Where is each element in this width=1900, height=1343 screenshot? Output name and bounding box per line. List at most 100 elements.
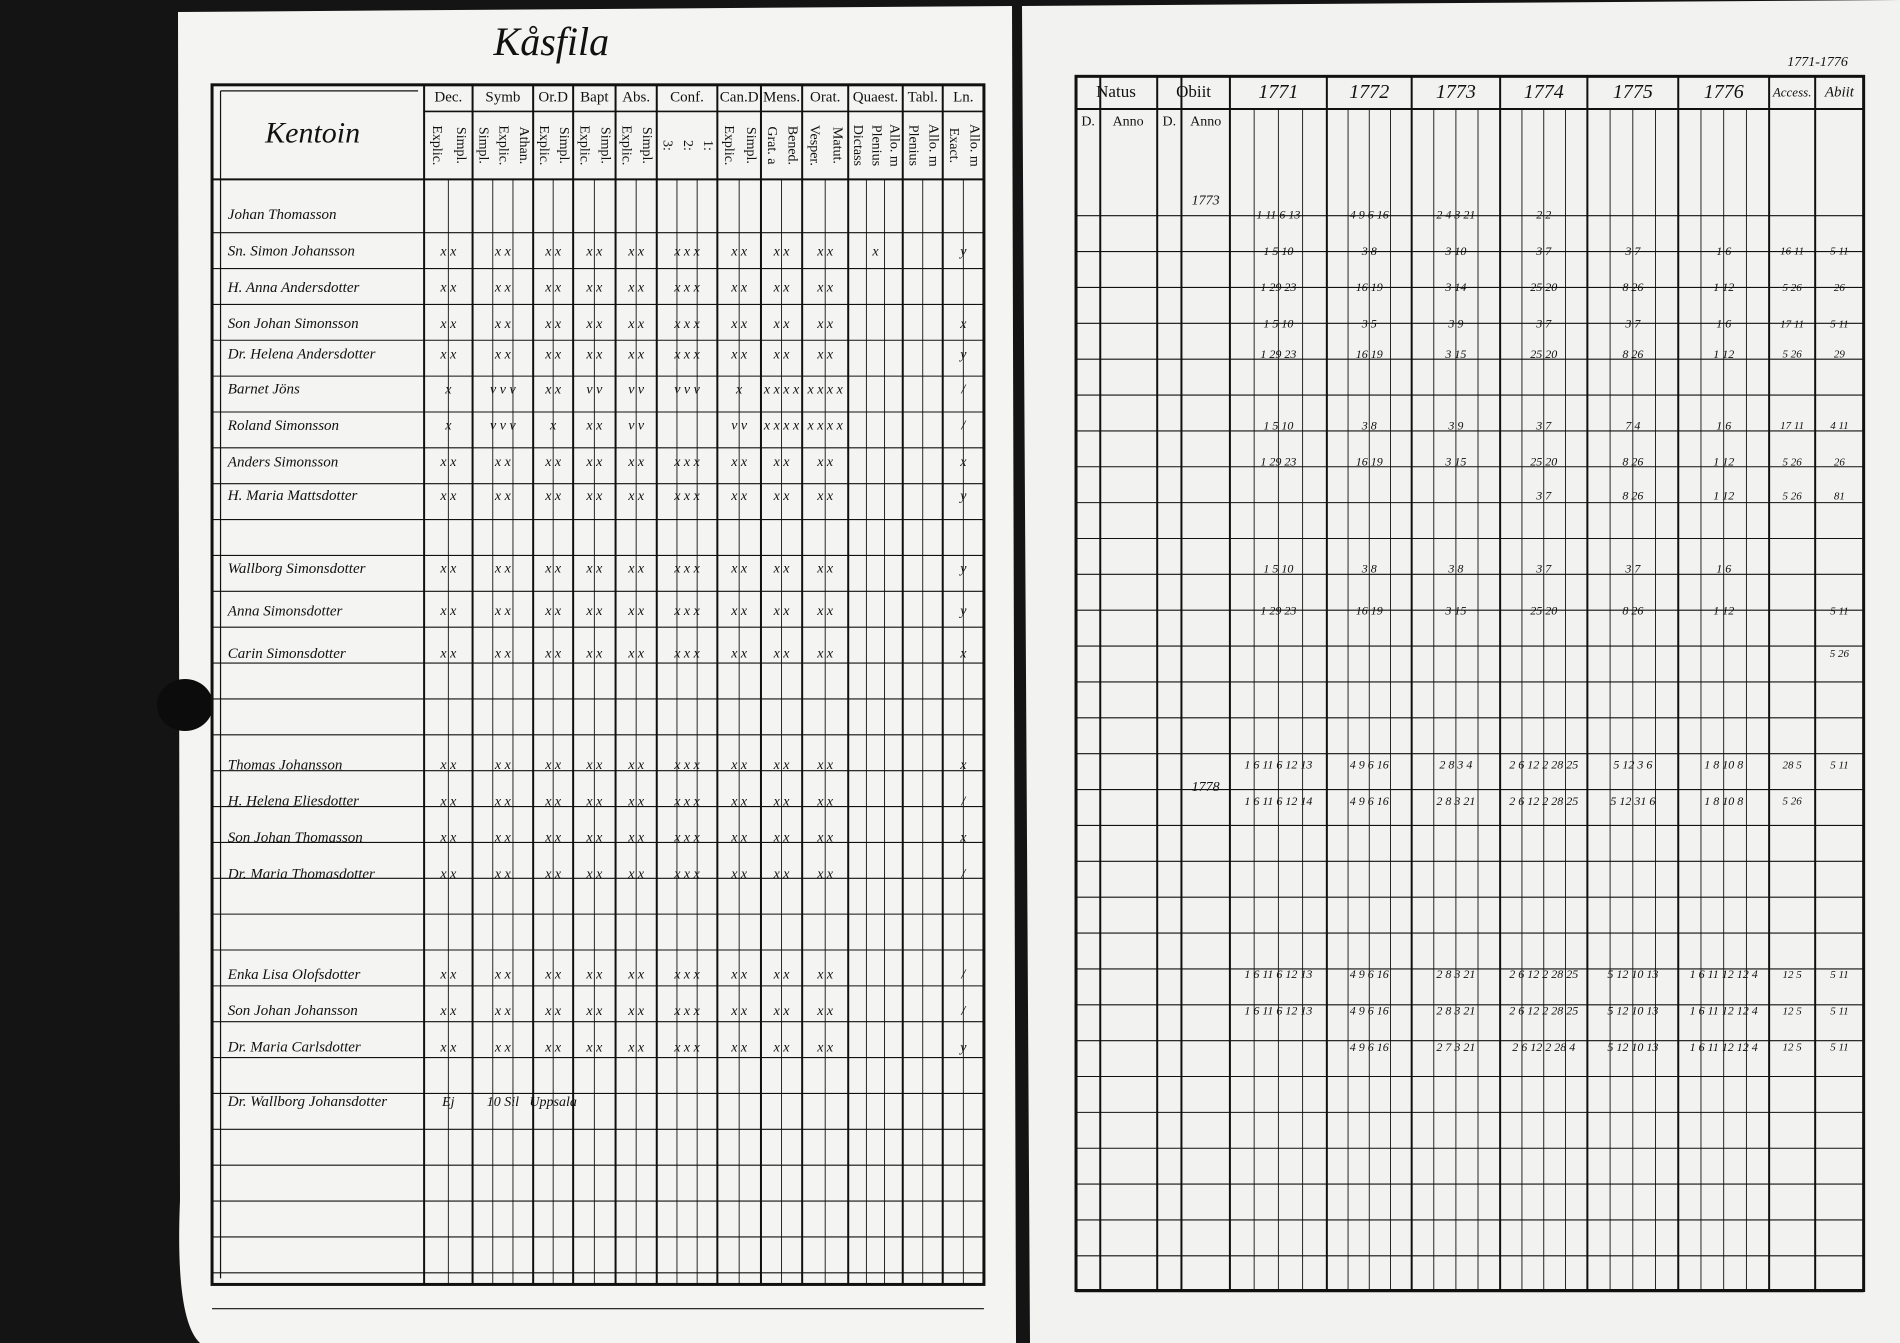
column-subheader: 1:: [700, 140, 715, 151]
column-subheader: Simpl.: [743, 127, 758, 164]
year-entry: 3 7: [1535, 244, 1552, 258]
exam-mark: x x: [816, 455, 834, 470]
ledger: Kåsfila Kentoin Dec. Explic. Simpl. Symb Simpl…: [210, 19, 1866, 1310]
year-entry: 3 15: [1444, 347, 1466, 361]
exam-mark: x x: [544, 489, 562, 504]
exam-mark: y: [958, 1040, 967, 1055]
person-name: Anders Simonsson: [227, 454, 338, 470]
year-entry: 3 5: [1361, 316, 1377, 330]
natus-sub: D.: [1081, 115, 1095, 130]
year-entry: 2 8 3 4: [1439, 758, 1472, 772]
exam-mark: x x: [544, 347, 562, 362]
corner-years: 1771-1776: [1787, 55, 1848, 70]
exam-mark: x x: [627, 794, 645, 809]
exam-mark: x x: [494, 562, 512, 577]
year-entry: 1 5 10: [1263, 561, 1293, 575]
year-entry: 4 9 6 16: [1350, 794, 1389, 808]
exam-mark: v v v: [674, 382, 700, 397]
exam-mark: x x: [773, 831, 791, 846]
person-name: Dr. Maria Thomasdotter: [227, 866, 375, 882]
exam-mark: x x: [773, 968, 791, 983]
exam-mark: v v: [731, 419, 748, 434]
exam-mark: x x: [439, 794, 457, 809]
exam-mark: x x: [585, 281, 603, 296]
exam-mark: x x x: [673, 244, 700, 259]
exam-mark: x x: [816, 317, 834, 332]
exam-mark: x x: [730, 604, 748, 619]
exam-mark: Uppsala: [529, 1095, 576, 1110]
year-entry: 1 6 11 12 12 4: [1690, 1004, 1758, 1018]
exam-mark: x x x: [673, 758, 700, 773]
exam-mark: x x x: [673, 347, 700, 362]
year-entry: 3 7: [1624, 244, 1641, 258]
column-subheader: Athan.: [516, 127, 531, 165]
exam-mark: v v: [628, 382, 645, 397]
column-subheader: Simpl.: [453, 127, 468, 164]
accessit-entry: 17 11: [1780, 420, 1804, 432]
exam-mark: x x: [816, 968, 834, 983]
exam-mark: x x x: [673, 562, 700, 577]
exam-mark: x x: [494, 831, 512, 846]
exam-mark: x x: [544, 382, 562, 397]
exam-mark: x x: [439, 562, 457, 577]
abiit-entry: 26: [1834, 456, 1846, 468]
exam-mark: x x: [730, 244, 748, 259]
abiit-entry: 5 11: [1830, 969, 1848, 981]
year-entry: 8 26: [1622, 604, 1643, 618]
exam-mark: x x: [544, 794, 562, 809]
exam-mark: x: [444, 419, 452, 434]
exam-mark: x x x x: [807, 382, 844, 397]
column-header: Dec.: [434, 90, 462, 106]
column-header: Abs.: [622, 90, 650, 106]
year-entry: 5 12 10 13: [1607, 1004, 1658, 1018]
exam-mark: x x: [585, 794, 603, 809]
exam-mark: y: [958, 489, 967, 504]
exam-mark: y: [958, 604, 967, 619]
exam-mark: x: [444, 382, 452, 397]
exam-mark: x x: [730, 867, 748, 882]
year-header: 1774: [1524, 81, 1564, 103]
exam-mark: x x: [494, 758, 512, 773]
year-entry: 1 29 23: [1260, 280, 1296, 294]
year-entry: 25 20: [1530, 604, 1557, 618]
exam-mark: x: [959, 758, 967, 773]
year-entry: 8 26: [1622, 347, 1643, 361]
exam-mark: x x: [494, 281, 512, 296]
exam-mark: x x: [816, 1040, 834, 1055]
exam-mark: x x: [816, 758, 834, 773]
exam-mark: x x: [816, 347, 834, 362]
exam-mark: y: [958, 562, 967, 577]
column-header: Can.D: [720, 90, 759, 106]
exam-mark: v v: [628, 419, 645, 434]
accessit-entry: 5 26: [1783, 490, 1803, 502]
exam-mark: x x: [585, 317, 603, 332]
exam-mark: x x: [439, 647, 457, 662]
year-entry: 3 7: [1535, 561, 1552, 575]
column-subheader: 3:: [660, 140, 675, 151]
exam-mark: x x: [773, 1040, 791, 1055]
year-entry: 1 29 23: [1260, 604, 1296, 618]
column-header: Orat.: [810, 90, 840, 106]
year-entry: 8 26: [1622, 489, 1643, 503]
column-subheader: Plenius: [868, 125, 883, 166]
exam-mark: x x: [627, 867, 645, 882]
year-entry: 1 8 10 8: [1704, 758, 1743, 772]
exam-mark: x x: [494, 1004, 512, 1019]
abiit-entry: 5 11: [1830, 605, 1848, 617]
exam-mark: x x: [627, 244, 645, 259]
exam-mark: x x: [627, 604, 645, 619]
exam-mark: /: [960, 382, 966, 397]
year-entry: 1 11 6 13: [1256, 207, 1300, 221]
year-entry: 1 29 23: [1260, 455, 1296, 469]
exam-mark: x: [959, 647, 967, 662]
exam-mark: x x: [439, 1004, 457, 1019]
year-header: 1776: [1704, 81, 1744, 103]
year-header: 1773: [1436, 81, 1476, 103]
column-subheader: Explic.: [721, 125, 736, 165]
exam-mark: x x: [544, 244, 562, 259]
year-entry: 2 4 3 21: [1436, 207, 1475, 221]
exam-mark: x x: [773, 562, 791, 577]
abiit-entry: 81: [1834, 490, 1845, 502]
exam-mark: x x: [816, 867, 834, 882]
column-subheader: Simpl.: [475, 127, 490, 164]
